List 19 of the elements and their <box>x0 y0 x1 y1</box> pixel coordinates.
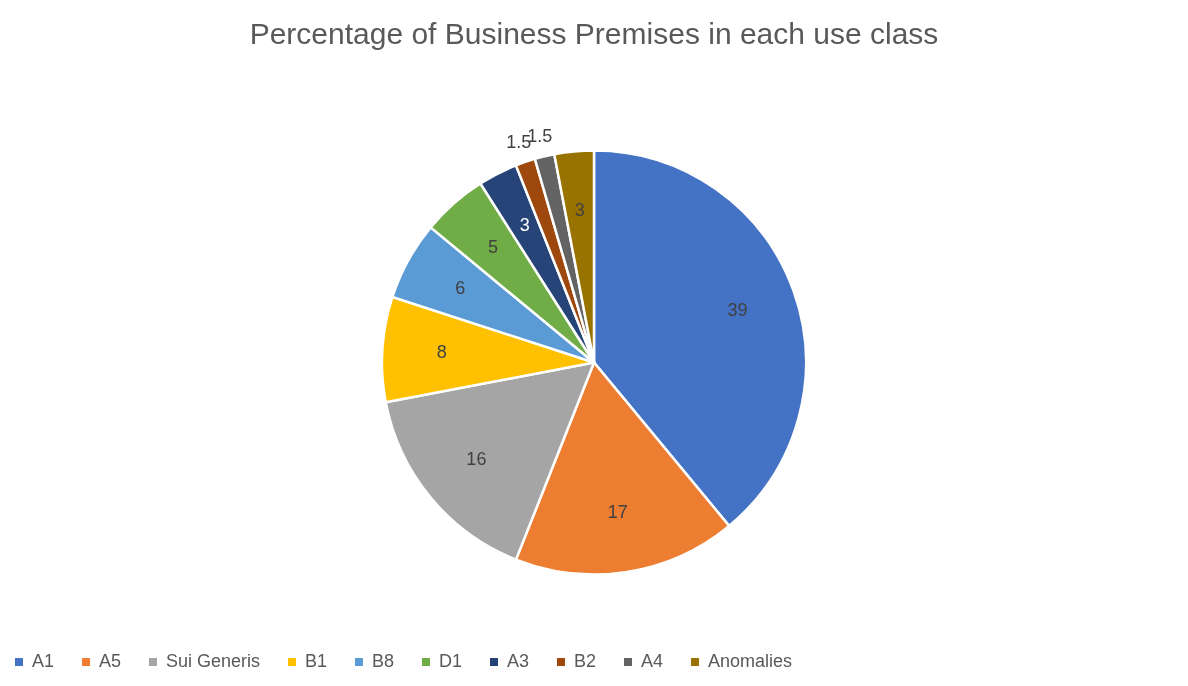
legend-label: Sui Generis <box>166 651 261 671</box>
legend-label: A5 <box>99 651 122 671</box>
data-label: 39 <box>727 299 748 320</box>
chart-title: Percentage of Business Premises in each use class <box>249 17 939 50</box>
legend-label: B1 <box>305 651 328 671</box>
legend-label: A1 <box>32 651 55 671</box>
legend-label: D1 <box>439 651 463 671</box>
legend-label: A4 <box>641 651 664 671</box>
data-label: 3 <box>519 215 530 236</box>
data-label: 17 <box>607 502 628 523</box>
legend-label: A3 <box>507 651 530 671</box>
data-label: 3 <box>574 199 585 220</box>
data-label: 16 <box>466 448 487 469</box>
legend-label: B8 <box>372 651 395 671</box>
data-label: 6 <box>455 277 466 298</box>
data-label: 8 <box>436 341 447 362</box>
data-label: 5 <box>488 237 499 257</box>
legend-label: B2 <box>574 651 597 671</box>
legend-label: Anomalies <box>708 651 793 671</box>
